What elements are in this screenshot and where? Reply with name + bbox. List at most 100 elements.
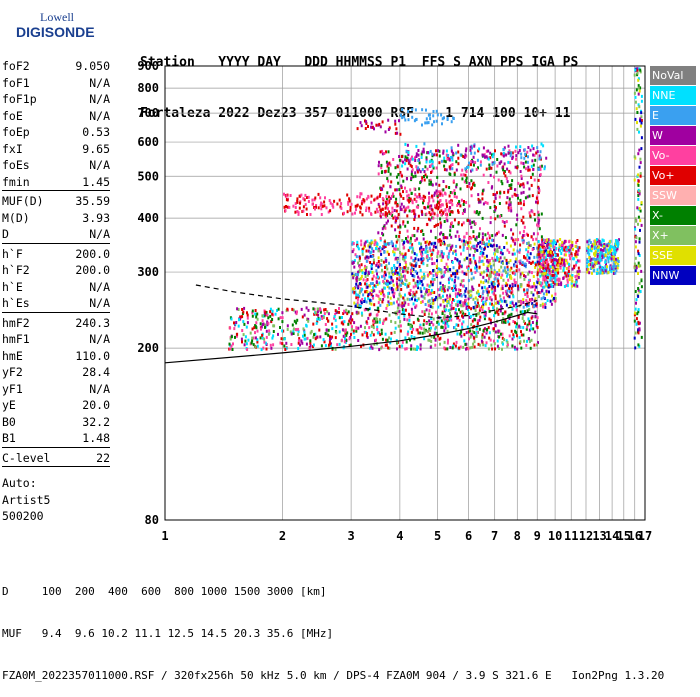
echo-point bbox=[551, 276, 554, 280]
echo-point bbox=[526, 160, 529, 164]
echo-point bbox=[406, 318, 409, 322]
echo-point bbox=[419, 170, 422, 174]
echo-point bbox=[389, 212, 392, 216]
echo-point bbox=[405, 149, 408, 153]
echo-point bbox=[409, 236, 412, 240]
echo-point bbox=[452, 306, 455, 310]
echo-point bbox=[409, 326, 412, 330]
echo-point bbox=[430, 229, 432, 233]
echo-point bbox=[413, 197, 416, 201]
echo-point bbox=[443, 289, 446, 293]
echo-point bbox=[458, 200, 461, 203]
echo-point bbox=[512, 320, 515, 323]
echo-point bbox=[355, 326, 358, 330]
echo-point bbox=[335, 311, 338, 315]
echo-point bbox=[446, 304, 448, 308]
echo-point bbox=[558, 246, 561, 250]
echo-point bbox=[530, 338, 533, 342]
echo-point bbox=[526, 295, 529, 298]
echo-point bbox=[550, 283, 553, 287]
echo-point bbox=[639, 124, 642, 128]
echo-point bbox=[386, 191, 389, 195]
echo-point bbox=[413, 212, 416, 216]
echo-point bbox=[470, 272, 473, 276]
echo-point bbox=[373, 342, 376, 346]
echo-point bbox=[520, 161, 523, 165]
echo-point bbox=[430, 180, 432, 184]
echo-point bbox=[410, 324, 413, 328]
echo-point bbox=[512, 293, 514, 297]
echo-point bbox=[319, 203, 322, 207]
echo-point bbox=[637, 86, 640, 90]
echo-point bbox=[511, 252, 514, 256]
echo-point bbox=[462, 284, 464, 288]
echo-point bbox=[561, 244, 564, 248]
echo-point bbox=[638, 207, 641, 210]
echo-point bbox=[376, 242, 379, 246]
echo-point bbox=[290, 343, 293, 346]
echo-point bbox=[442, 284, 444, 288]
echo-point bbox=[508, 313, 511, 317]
echo-point bbox=[466, 247, 469, 250]
echo-point bbox=[519, 300, 522, 304]
echo-point bbox=[531, 285, 534, 289]
echo-point bbox=[260, 325, 263, 329]
echo-point bbox=[451, 244, 454, 248]
echo-point bbox=[521, 316, 524, 320]
echo-point bbox=[479, 240, 482, 244]
echo-point bbox=[520, 177, 523, 180]
echo-point bbox=[417, 275, 420, 279]
echo-point bbox=[558, 260, 561, 264]
echo-point bbox=[496, 272, 499, 276]
echo-point bbox=[485, 269, 488, 272]
echo-point bbox=[394, 244, 397, 248]
param-divider bbox=[2, 311, 110, 315]
echo-point bbox=[505, 271, 508, 275]
echo-point bbox=[251, 311, 254, 315]
echo-point bbox=[473, 210, 476, 214]
echo-point bbox=[475, 238, 478, 242]
echo-point bbox=[635, 107, 638, 111]
echo-point bbox=[490, 280, 493, 284]
echo-point bbox=[529, 285, 532, 289]
echo-point bbox=[412, 268, 415, 271]
echo-point bbox=[439, 199, 442, 202]
y-tick-label: 200 bbox=[137, 341, 159, 355]
echo-point bbox=[614, 257, 617, 261]
echo-point bbox=[376, 262, 379, 265]
echo-point bbox=[521, 238, 524, 242]
echo-point bbox=[522, 221, 525, 225]
echo-point bbox=[435, 206, 438, 210]
echo-point bbox=[496, 214, 499, 218]
echo-point bbox=[383, 152, 386, 155]
echo-point bbox=[549, 239, 552, 243]
echo-point bbox=[387, 346, 390, 350]
echo-point bbox=[577, 272, 580, 276]
echo-point bbox=[528, 340, 531, 344]
echo-point bbox=[432, 280, 435, 284]
echo-point bbox=[637, 84, 640, 88]
echo-point bbox=[432, 241, 435, 245]
echo-point bbox=[570, 282, 573, 286]
echo-point bbox=[303, 313, 306, 317]
echo-point bbox=[433, 261, 436, 265]
echo-point bbox=[597, 261, 600, 265]
echo-point bbox=[349, 321, 352, 325]
echo-point bbox=[463, 200, 465, 203]
echo-point bbox=[314, 196, 317, 200]
echo-point bbox=[434, 236, 437, 240]
echo-point bbox=[540, 212, 543, 216]
echo-point bbox=[603, 271, 606, 274]
echo-point bbox=[542, 238, 545, 242]
echo-point bbox=[348, 344, 351, 348]
echo-point bbox=[482, 303, 485, 307]
echo-point bbox=[283, 337, 286, 341]
echo-point bbox=[637, 207, 640, 211]
echo-point bbox=[500, 152, 503, 156]
echo-point bbox=[265, 347, 268, 351]
echo-point bbox=[614, 246, 617, 250]
echo-point bbox=[444, 321, 447, 325]
echo-point bbox=[548, 290, 550, 294]
echo-point bbox=[335, 331, 338, 335]
echo-point bbox=[322, 316, 325, 319]
